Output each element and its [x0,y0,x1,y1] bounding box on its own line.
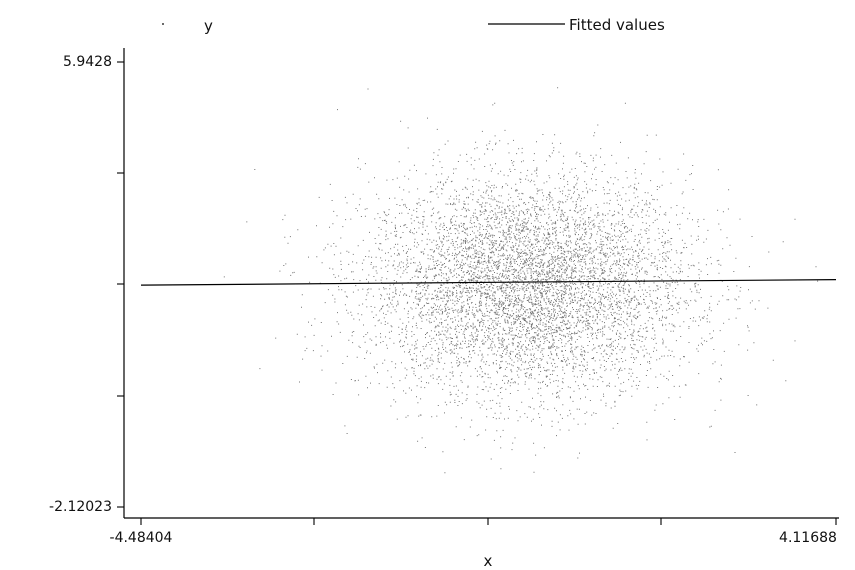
scatter-points [223,87,819,474]
scatter-point-cloud [223,87,819,474]
y-axis: 5.9428 -2.12023 [49,48,125,518]
x-axis: -4.48404 4.11688 x [110,517,839,570]
fitted-values-line [140,279,837,286]
y-tick-label-max: 5.9428 [63,54,112,70]
legend-label-fitted: Fitted values [569,16,665,34]
legend-label-y: y [204,17,213,35]
y-tick-label-min: -2.12023 [49,499,112,515]
x-axis-ticks [140,518,837,525]
legend: y Fitted values [162,16,665,35]
x-tick-label-max: 4.11688 [779,530,837,546]
legend-marker-y [162,23,164,25]
x-axis-title: x [484,552,493,570]
y-axis-ticks [117,61,124,508]
x-tick-label-min: -4.48404 [110,530,173,546]
